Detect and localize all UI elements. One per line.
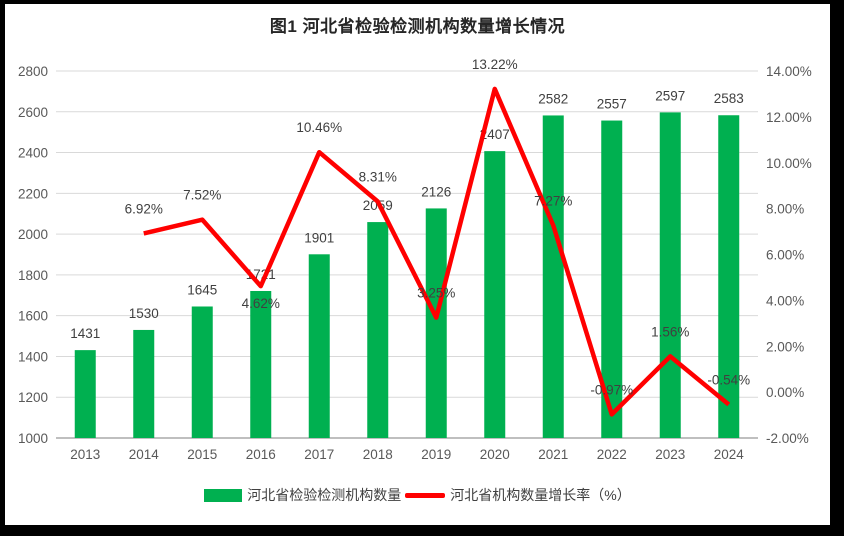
x-tick-label: 2015 xyxy=(187,447,217,462)
bar-2020 xyxy=(484,151,506,438)
line-value-label: -0.97% xyxy=(590,382,633,397)
right-axis-tick-label: 4.00% xyxy=(766,293,804,308)
right-axis-tick-label: 0.00% xyxy=(766,385,804,400)
line-value-label: -0.54% xyxy=(707,373,750,388)
bar-value-label: 2407 xyxy=(480,127,510,142)
left-axis-tick-label: 2600 xyxy=(18,105,48,120)
bar-2017 xyxy=(308,254,330,438)
right-axis-tick-label: -2.00% xyxy=(766,431,809,446)
line-value-label: 13.22% xyxy=(472,57,518,72)
bar-2019 xyxy=(425,208,447,438)
x-tick-label: 2020 xyxy=(480,447,510,462)
line-series-legend-label: 河北省机构数量增长率（%） xyxy=(450,487,631,503)
bar-value-label: 2597 xyxy=(655,88,685,103)
chart-title: 图1 河北省检验检测机构数量增长情况 xyxy=(269,17,566,36)
left-axis-tick-label: 1400 xyxy=(18,349,48,364)
right-axis-tick-label: 8.00% xyxy=(766,202,804,217)
line-value-label: 4.62% xyxy=(242,296,280,311)
left-axis-tick-label: 1200 xyxy=(18,390,48,405)
line-value-label: 1.56% xyxy=(651,324,689,339)
bar-value-label: 2582 xyxy=(538,91,568,106)
x-tick-label: 2022 xyxy=(597,447,627,462)
legend: 河北省检验检测机构数量 河北省机构数量增长率（%） xyxy=(5,485,830,505)
line-value-label: 6.92% xyxy=(125,201,163,216)
left-axis-tick-label: 2000 xyxy=(18,227,48,242)
line-value-label: 7.27% xyxy=(534,193,572,208)
x-tick-label: 2021 xyxy=(538,447,568,462)
bar-value-label: 1901 xyxy=(304,230,334,245)
left-axis-tick-label: 2400 xyxy=(18,146,48,161)
left-axis-tick-label: 1800 xyxy=(18,268,48,283)
x-tick-label: 2014 xyxy=(129,447,160,462)
left-axis-tick-label: 1600 xyxy=(18,309,48,324)
x-tick-label: 2023 xyxy=(655,447,685,462)
bar-value-label: 2583 xyxy=(714,91,744,106)
bar-value-label: 2126 xyxy=(421,184,451,199)
line-value-label: 10.46% xyxy=(296,120,342,135)
line-value-label: 3.25% xyxy=(417,286,455,301)
chart-card: 图1 河北省检验检测机构数量增长情况 1000 1200 1400 1600 1800 2… xyxy=(5,4,830,525)
legend-item-line-series: 河北省机构数量增长率（%） xyxy=(405,485,631,505)
bar-series-swatch-icon xyxy=(204,488,243,502)
bar-2015 xyxy=(191,306,213,438)
bar-2018 xyxy=(367,222,389,438)
legend-item-bar-series: 河北省检验检测机构数量 xyxy=(204,485,401,505)
bar-2016 xyxy=(250,290,272,438)
right-axis-tick-label: 12.00% xyxy=(766,110,812,125)
line-series-swatch-icon xyxy=(405,492,446,498)
x-tick-label: 2018 xyxy=(363,447,393,462)
right-axis-tick-label: 14.00% xyxy=(766,64,812,79)
bar-2014 xyxy=(133,329,155,438)
x-tick-label: 2016 xyxy=(246,447,276,462)
right-axis-tick-label: 10.00% xyxy=(766,156,812,171)
x-tick-label: 2013 xyxy=(70,447,100,462)
growth-line xyxy=(143,86,731,417)
bar-value-label: 1530 xyxy=(129,306,159,321)
bar-2021 xyxy=(542,115,564,438)
line-value-label: 7.52% xyxy=(183,188,221,203)
left-axis-tick-label: 2200 xyxy=(18,186,48,201)
line-value-label: 8.31% xyxy=(359,170,397,185)
bar-value-label: 1431 xyxy=(70,326,100,341)
bar-2013 xyxy=(74,350,96,438)
left-axis-tick-label: 1000 xyxy=(18,431,48,446)
chart-canvas: 1000 1200 1400 1600 1800 2000 2200 2400 2600 2800… xyxy=(18,57,812,462)
bar-value-label: 1645 xyxy=(187,282,217,297)
x-tick-label: 2019 xyxy=(421,447,451,462)
x-tick-label: 2024 xyxy=(714,447,745,462)
bar-series-legend-label: 河北省检验检测机构数量 xyxy=(247,487,402,503)
bar-value-label: 2557 xyxy=(597,97,627,112)
right-axis-tick-label: 6.00% xyxy=(766,248,804,263)
left-axis-tick-label: 2800 xyxy=(18,64,48,79)
x-tick-label: 2017 xyxy=(304,447,334,462)
bar-2022 xyxy=(601,120,623,439)
bar-2024 xyxy=(718,115,740,438)
right-axis-tick-label: 2.00% xyxy=(766,339,804,354)
bar-2023 xyxy=(659,112,681,439)
